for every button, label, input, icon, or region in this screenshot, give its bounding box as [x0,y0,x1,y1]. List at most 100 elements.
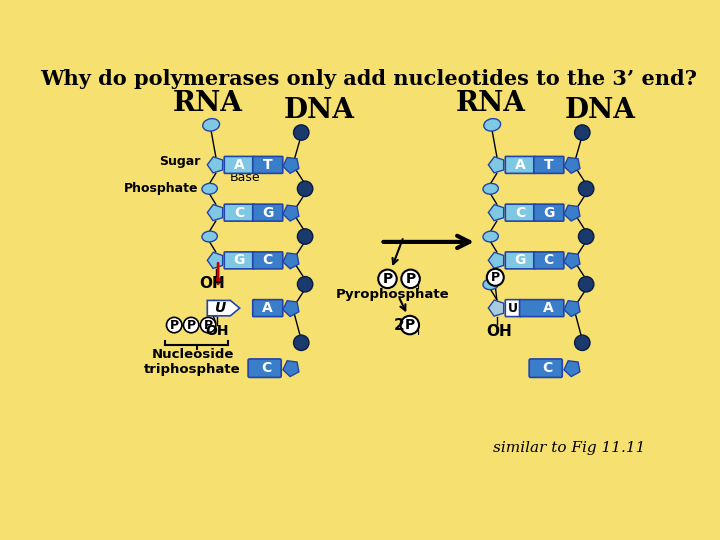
Text: T: T [544,158,554,172]
Text: P: P [491,271,500,284]
Polygon shape [283,205,299,221]
Text: Phosphate: Phosphate [125,183,199,195]
Polygon shape [209,300,225,316]
Text: i: i [417,327,420,337]
Circle shape [166,318,182,333]
Circle shape [575,335,590,350]
FancyBboxPatch shape [248,359,282,377]
Text: C: C [542,361,552,375]
Text: A: A [515,158,526,172]
Text: Nucleoside
triphosphate: Nucleoside triphosphate [144,348,241,376]
Polygon shape [283,253,299,269]
Circle shape [578,181,594,197]
FancyBboxPatch shape [534,157,564,173]
Text: DNA: DNA [564,98,636,125]
Text: 2: 2 [394,318,405,333]
Ellipse shape [202,184,217,194]
Text: C: C [263,253,273,267]
Text: G: G [543,206,554,220]
Text: DNA: DNA [284,98,354,125]
Ellipse shape [483,184,498,194]
Text: U: U [508,302,518,315]
Polygon shape [488,205,504,221]
Circle shape [297,229,312,244]
Text: G: G [262,206,274,220]
Text: P: P [170,319,179,332]
Text: G: G [515,253,526,267]
Text: T: T [263,158,273,172]
Circle shape [297,276,312,292]
Text: A: A [544,301,554,315]
Circle shape [575,125,590,140]
Polygon shape [207,252,222,268]
Text: U: U [214,301,225,315]
Text: C: C [234,206,244,220]
Polygon shape [488,157,504,173]
Circle shape [294,335,309,350]
Circle shape [578,276,594,292]
FancyBboxPatch shape [505,204,535,221]
Text: OH: OH [206,324,229,338]
FancyBboxPatch shape [505,157,535,173]
Circle shape [200,318,216,333]
Polygon shape [488,252,504,268]
Polygon shape [207,157,222,173]
Text: RNA: RNA [173,90,243,117]
Polygon shape [283,158,299,173]
FancyBboxPatch shape [253,300,283,316]
Text: P: P [405,272,415,286]
Circle shape [378,269,397,288]
Circle shape [297,181,312,197]
Text: similar to Fig 11.11: similar to Fig 11.11 [493,441,645,455]
Polygon shape [564,253,580,269]
FancyBboxPatch shape [534,204,564,221]
Polygon shape [564,301,580,316]
Text: Sugar: Sugar [159,154,200,167]
Polygon shape [207,300,240,316]
Text: P: P [405,318,415,332]
Text: G: G [233,253,245,267]
Polygon shape [564,361,580,376]
FancyBboxPatch shape [520,300,564,316]
Ellipse shape [203,119,220,131]
Text: C: C [261,361,271,375]
Text: P: P [382,272,392,286]
Polygon shape [207,205,222,221]
Polygon shape [283,361,299,376]
FancyBboxPatch shape [505,252,535,269]
Text: OH: OH [486,323,512,339]
FancyBboxPatch shape [224,157,254,173]
Polygon shape [564,158,580,173]
Ellipse shape [484,119,500,131]
Circle shape [578,229,594,244]
FancyBboxPatch shape [253,204,283,221]
Text: Base: Base [230,171,261,184]
Text: OH: OH [199,276,225,291]
Circle shape [487,269,504,286]
Text: C: C [544,253,554,267]
Circle shape [401,269,420,288]
Text: P: P [186,319,196,332]
FancyBboxPatch shape [505,300,521,316]
Text: RNA: RNA [456,90,526,117]
Text: A: A [262,301,273,315]
Polygon shape [283,301,299,316]
FancyBboxPatch shape [534,252,564,269]
FancyBboxPatch shape [253,157,283,173]
FancyBboxPatch shape [253,252,283,269]
Text: Why do polymerases only add nucleotides to the 3’ end?: Why do polymerases only add nucleotides … [40,69,698,89]
Text: Pyrophosphate: Pyrophosphate [336,288,449,301]
Polygon shape [564,205,580,221]
Circle shape [184,318,199,333]
Text: i: i [417,281,420,291]
Text: P: P [204,319,212,332]
Ellipse shape [202,231,217,242]
Circle shape [400,316,419,334]
FancyBboxPatch shape [224,204,254,221]
Ellipse shape [483,231,498,242]
Circle shape [294,125,309,140]
Polygon shape [488,300,504,316]
Text: A: A [234,158,245,172]
Text: C: C [516,206,526,220]
FancyBboxPatch shape [529,359,562,377]
